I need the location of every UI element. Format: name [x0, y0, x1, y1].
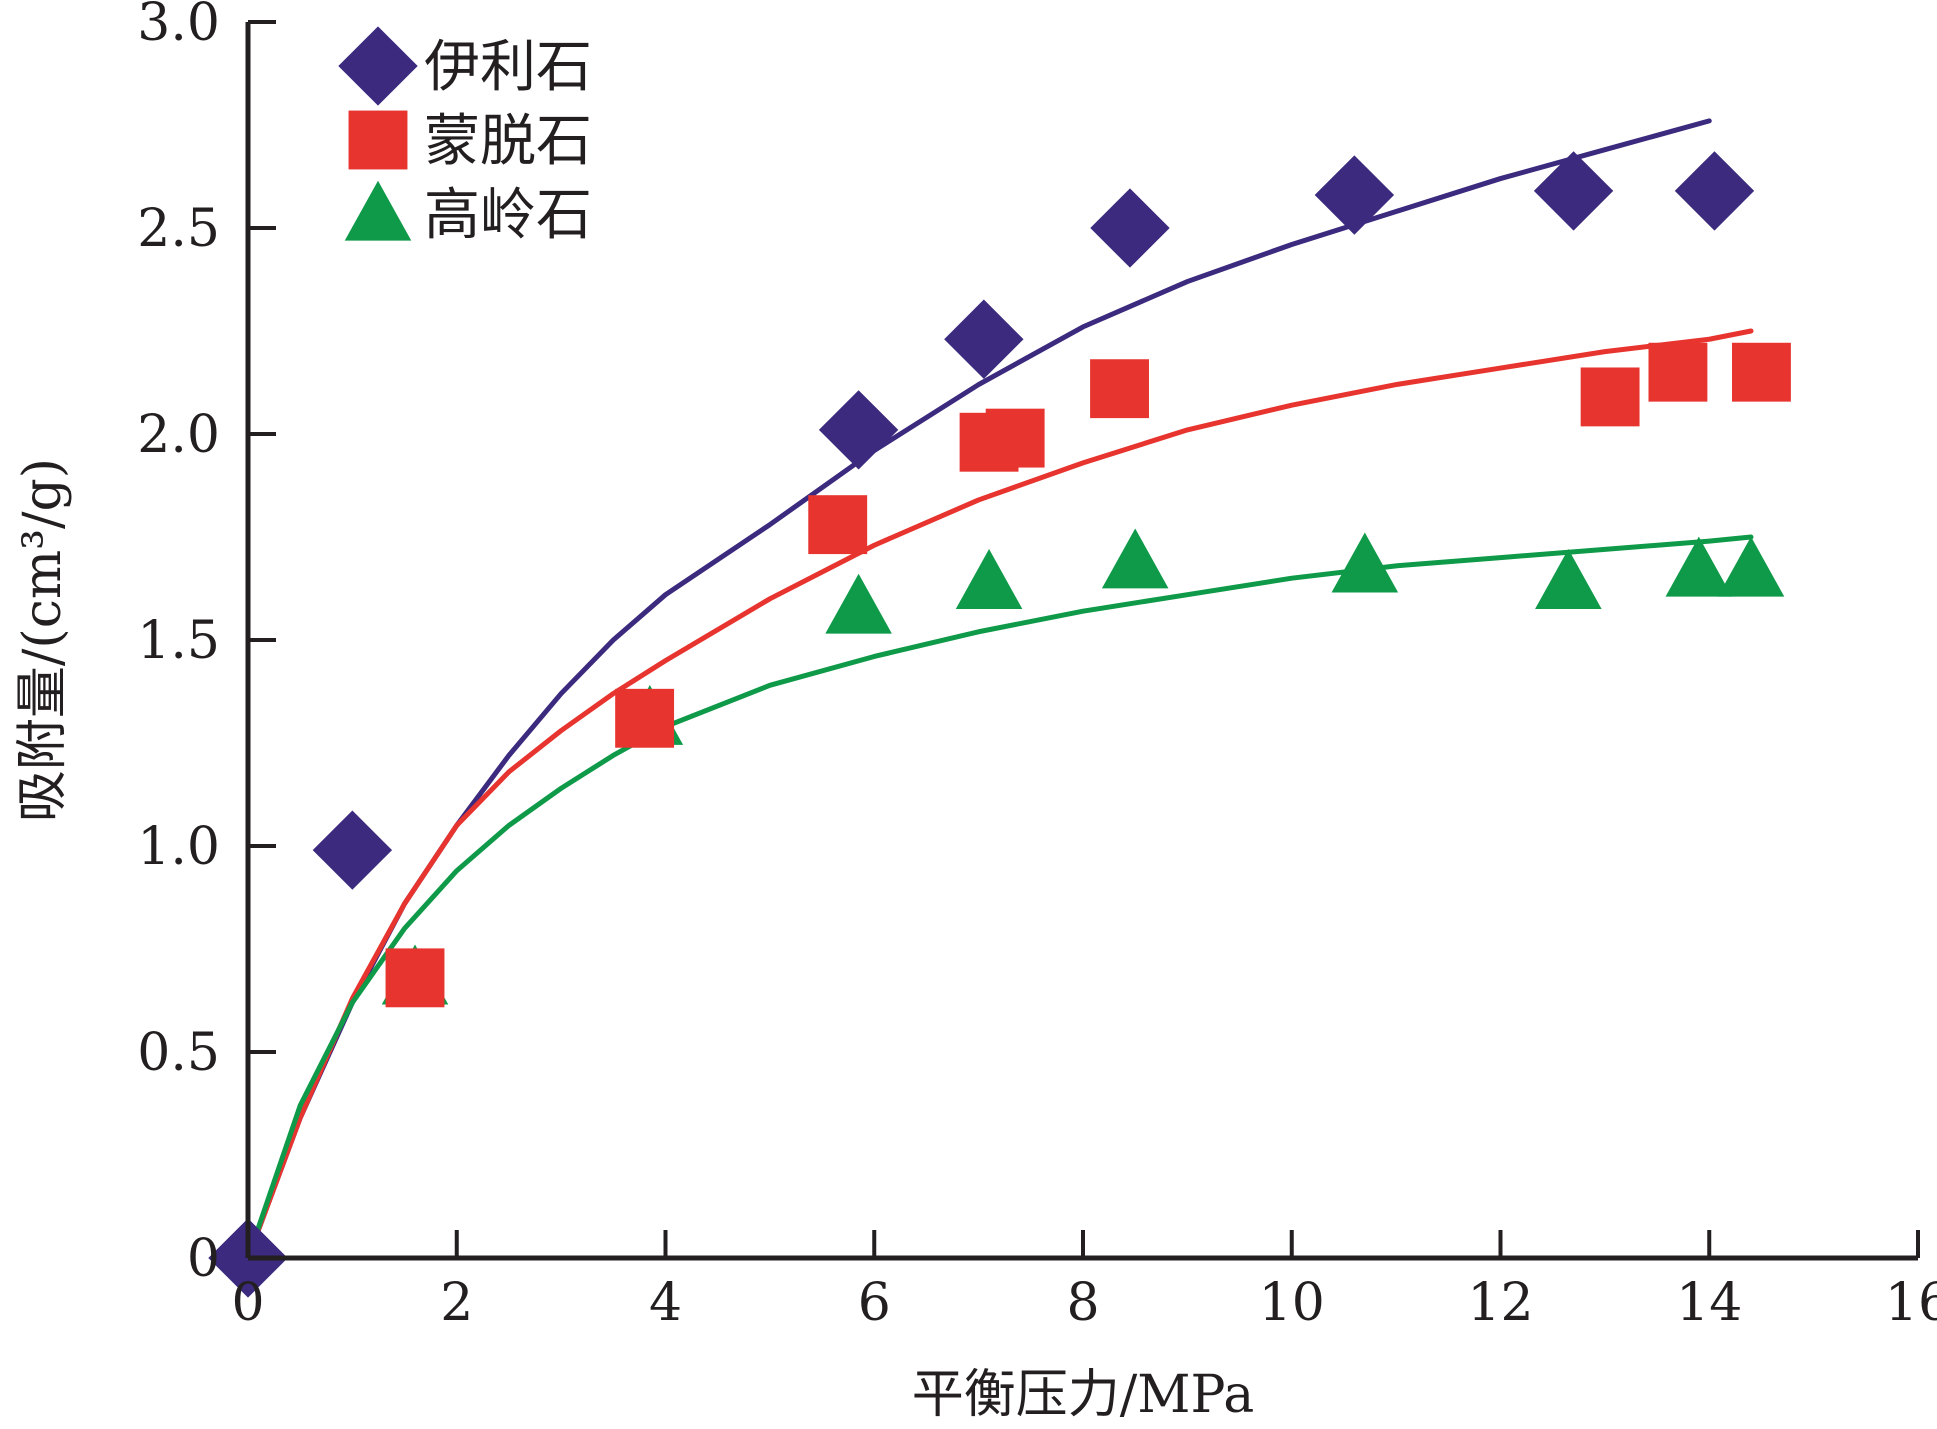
data-point [1535, 549, 1602, 609]
data-point [1090, 359, 1149, 419]
y-tick-label: 2.0 [137, 405, 220, 465]
legend-marker [348, 110, 408, 170]
y-tick-label: 3.0 [137, 0, 220, 53]
x-axis-title: 平衡压力/MPa [912, 1365, 1254, 1425]
data-point [808, 495, 868, 555]
data-point [818, 390, 899, 470]
fit-curve [245, 328, 1754, 1261]
x-tick-label: 12 [1467, 1273, 1533, 1333]
data-point [825, 573, 892, 634]
x-tick-label: 8 [1066, 1273, 1099, 1333]
data-point [615, 688, 675, 748]
y-tick-label: 0.5 [137, 1023, 220, 1083]
x-tick-label: 0 [231, 1273, 264, 1333]
y-tick-label: 0 [187, 1229, 220, 1289]
y-tick-label: 1.0 [137, 817, 220, 877]
data-point [1717, 536, 1785, 597]
x-tick-label: 16 [1885, 1273, 1937, 1333]
x-tick-label: 6 [858, 1273, 891, 1333]
data-point [1674, 151, 1755, 231]
data-point [385, 948, 445, 1008]
data-point [1090, 188, 1170, 268]
legend-label: 伊利石 [424, 35, 592, 100]
fit-curves [245, 118, 1754, 1261]
data-point [1101, 528, 1169, 589]
y-tick-label: 2.5 [137, 199, 220, 259]
data-point [944, 299, 1024, 379]
y-tick-label: 1.5 [137, 611, 220, 671]
data-point [1580, 367, 1640, 427]
x-tick-label: 4 [649, 1273, 682, 1333]
y-axis-title: 吸附量/(cm³/g) [13, 458, 73, 822]
legend-label: 高岭石 [424, 183, 592, 248]
x-tick-label: 2 [440, 1273, 473, 1333]
data-point [312, 810, 393, 890]
x-tick-label: 14 [1676, 1273, 1742, 1333]
fit-curve [245, 118, 1712, 1261]
fit-curve [245, 534, 1754, 1261]
x-axis-ticks: 0 2 4 6 8 10 12 14 16 [231, 1230, 1937, 1333]
data-point [955, 549, 1023, 609]
data-points [208, 151, 1791, 1298]
y-axis-ticks: 0 0.5 1.0 1.5 2.0 2.5 3.0 [137, 0, 276, 1289]
x-tick-label: 10 [1259, 1273, 1325, 1333]
data-point [1314, 155, 1395, 235]
legend-label: 蒙脱石 [424, 109, 592, 174]
data-point [1665, 536, 1733, 597]
data-point [1533, 151, 1614, 231]
legend-marker [344, 180, 412, 241]
data-point [1331, 532, 1399, 593]
data-point [1648, 342, 1708, 402]
data-point [985, 408, 1045, 468]
data-point [1731, 342, 1791, 402]
legend-marker [338, 26, 418, 106]
